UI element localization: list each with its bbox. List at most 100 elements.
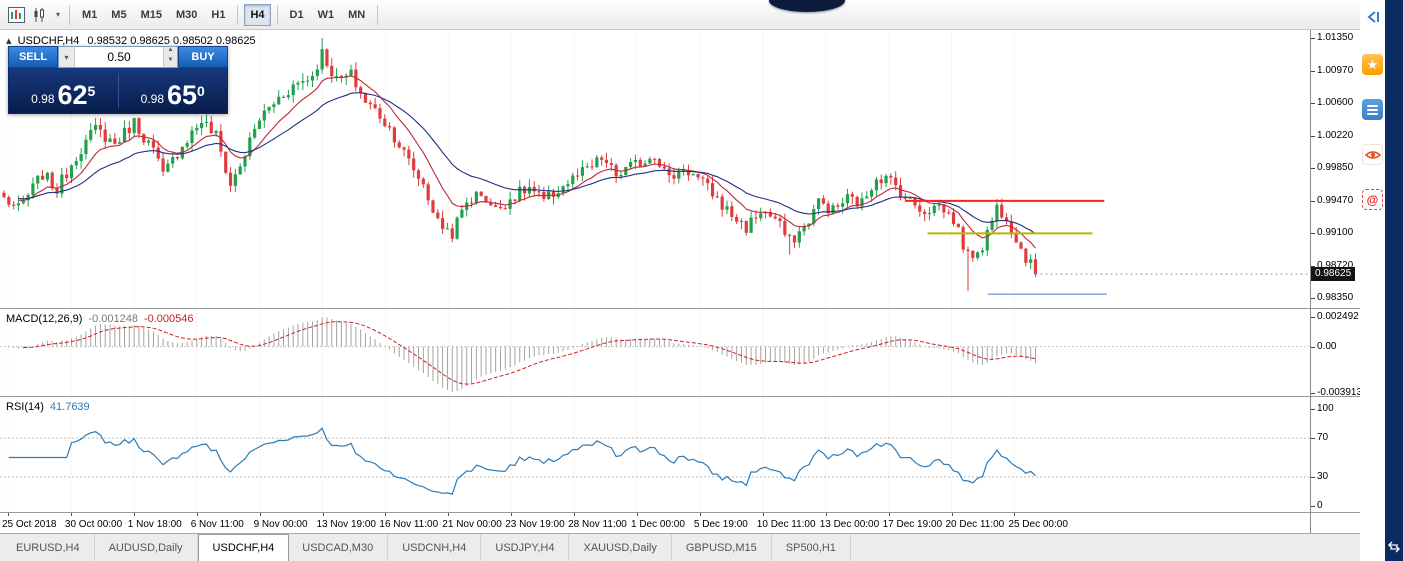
toolbar-separator bbox=[276, 4, 278, 25]
time-tick bbox=[448, 513, 450, 516]
time-tick bbox=[637, 513, 638, 516]
chart-type-dropdown-caret-icon[interactable]: ▾ bbox=[55, 10, 60, 19]
time-tick bbox=[511, 513, 513, 516]
reader-eye-icon[interactable] bbox=[1362, 144, 1383, 165]
scale-tick bbox=[1310, 70, 1315, 72]
favorites-star-icon[interactable]: ★ bbox=[1362, 54, 1383, 75]
scale-label: 0.99850 bbox=[1317, 162, 1354, 173]
time-label: 20 Dec 11:00 bbox=[945, 519, 1005, 530]
scale-tick bbox=[1310, 476, 1315, 478]
time-label: 5 Dec 19:00 bbox=[693, 519, 748, 530]
rsi-label: RSI(14) 41.7639 bbox=[6, 401, 90, 413]
volume-input[interactable] bbox=[75, 47, 163, 67]
sell-button[interactable]: SELL bbox=[8, 46, 58, 68]
chart-title: ▴ USDCHF,H4 0.98532 0.98625 0.98502 0.98… bbox=[6, 34, 256, 47]
scale-tick bbox=[1310, 317, 1315, 318]
mention-at-icon[interactable]: @ bbox=[1362, 189, 1383, 210]
swap-arrows-icon[interactable] bbox=[1387, 541, 1401, 553]
time-tick bbox=[259, 513, 261, 516]
time-tick bbox=[1014, 513, 1016, 516]
rsi-value: 41.7639 bbox=[49, 401, 90, 413]
sell-price-display[interactable]: 0.98 62 5 bbox=[9, 68, 118, 113]
time-label: 17 Dec 19:00 bbox=[882, 519, 943, 530]
price-chart-panel[interactable]: ▴ USDCHF,H4 0.98532 0.98625 0.98502 0.98… bbox=[0, 30, 1360, 308]
timeframe-button-H4[interactable]: H4 bbox=[244, 3, 271, 26]
toolbar-separator bbox=[377, 4, 379, 25]
notes-list-icon[interactable] bbox=[1362, 99, 1383, 120]
chart-type-icon[interactable] bbox=[29, 4, 51, 26]
scale-tick bbox=[1310, 135, 1315, 137]
chart-tab-USDCHF-H4[interactable]: USDCHF,H4 bbox=[197, 534, 290, 561]
scale-label: 0.99470 bbox=[1317, 194, 1354, 206]
timeframe-button-D1[interactable]: D1 bbox=[289, 8, 304, 21]
scale-tick bbox=[1310, 168, 1315, 169]
timeframe-button-W1[interactable]: W1 bbox=[317, 8, 335, 21]
macd-canvas[interactable] bbox=[0, 309, 1360, 396]
scale-tick bbox=[1310, 298, 1315, 299]
scale-tick bbox=[1310, 200, 1315, 202]
buy-price-sup: 0 bbox=[197, 83, 205, 99]
sell-price-prefix: 0.98 bbox=[31, 92, 55, 106]
chart-window-icon[interactable] bbox=[5, 4, 27, 26]
chart-tab-AUDUSD-Daily[interactable]: AUDUSD,Daily bbox=[95, 534, 198, 561]
price-divider bbox=[117, 73, 119, 108]
time-tick bbox=[70, 513, 72, 516]
rsi-canvas[interactable] bbox=[0, 397, 1360, 512]
chart-tab-GBPUSD-M15[interactable]: GBPUSD,M15 bbox=[672, 534, 772, 561]
price-chart-canvas[interactable] bbox=[0, 30, 1360, 308]
time-tick bbox=[762, 513, 764, 516]
timeframe-button-M30[interactable]: M30 bbox=[175, 8, 198, 21]
time-label: 25 Oct 2018 bbox=[2, 519, 57, 530]
scale-tick bbox=[1310, 438, 1315, 440]
time-label: 25 Dec 00:00 bbox=[1008, 519, 1068, 530]
timeframe-button-MN[interactable]: MN bbox=[348, 8, 366, 21]
macd-indicator-panel[interactable]: MACD(12,26,9) -0.001248 -0.000546 0.002492… bbox=[0, 308, 1360, 396]
scale-tick bbox=[1310, 409, 1315, 410]
scale-tick bbox=[1310, 103, 1315, 104]
chart-tab-USDJPY-H4[interactable]: USDJPY,H4 bbox=[481, 534, 570, 561]
time-tick bbox=[574, 513, 576, 516]
price-scale-separator[interactable] bbox=[1310, 30, 1311, 533]
time-tick bbox=[8, 513, 9, 516]
time-label: 16 Nov 11:00 bbox=[379, 519, 439, 530]
macd-signal-value: -0.000546 bbox=[143, 313, 194, 325]
chart-ohlc-values: 0.98532 0.98625 0.98502 0.98625 bbox=[87, 35, 256, 47]
timeframe-button-M1[interactable]: M1 bbox=[82, 8, 98, 21]
collapse-sidebar-icon[interactable] bbox=[1362, 6, 1383, 27]
buy-button[interactable]: BUY bbox=[178, 46, 228, 68]
macd-label: MACD(12,26,9) -0.001248 -0.000546 bbox=[6, 313, 194, 325]
time-tick bbox=[951, 513, 953, 516]
chart-tab-XAUUSD-Daily[interactable]: XAUUSD,Daily bbox=[569, 534, 672, 561]
chart-tab-SP500-H1[interactable]: SP500,H1 bbox=[772, 534, 851, 561]
one-click-collapse-icon[interactable]: ▴ bbox=[6, 35, 12, 47]
scale-label: 0.98350 bbox=[1317, 292, 1354, 303]
time-tick bbox=[322, 513, 324, 516]
timeframe-button-M15[interactable]: M15 bbox=[140, 8, 162, 21]
scale-label: 0 bbox=[1317, 500, 1323, 511]
buy-price-prefix: 0.98 bbox=[140, 92, 164, 106]
toolbar: ▾ M1 M5 M15 M30 H1 H4 D1 W1 MN bbox=[0, 0, 1360, 30]
time-label: 21 Nov 00:00 bbox=[442, 519, 502, 530]
camera-notch bbox=[769, 0, 845, 12]
sell-price-sup: 5 bbox=[87, 83, 96, 99]
right-dock-strip bbox=[1385, 0, 1403, 561]
time-label: 9 Nov 00:00 bbox=[253, 519, 308, 530]
time-label: 1 Dec 00:00 bbox=[631, 519, 685, 530]
rsi-indicator-panel[interactable]: RSI(14) 41.7639 100 70 30 0 bbox=[0, 396, 1360, 512]
timeframe-button-H1[interactable]: H1 bbox=[211, 8, 226, 21]
side-icon-column: ★ @ bbox=[1360, 0, 1385, 561]
scale-label: 0.002492 bbox=[1317, 311, 1359, 322]
scale-label: 1.00600 bbox=[1317, 97, 1354, 108]
timeframe-button-M5[interactable]: M5 bbox=[111, 8, 127, 21]
time-label: 13 Nov 19:00 bbox=[316, 519, 377, 530]
time-axis[interactable]: 25 Oct 2018 30 Oct 00:00 1 Nov 18:00 6 Nov … bbox=[0, 512, 1360, 533]
chart-tab-bar: EURUSD,H4 AUDUSD,Daily USDCHF,H4 USDCAD,M30… bbox=[0, 533, 1360, 561]
chart-tab-USDCNH-H4[interactable]: USDCNH,H4 bbox=[388, 534, 482, 561]
scale-label: 0.00 bbox=[1317, 340, 1337, 352]
volume-spinner[interactable]: ▲ ▼ bbox=[163, 47, 177, 67]
timeframe-button-group: M1 M5 M15 M30 H1 H4 D1 W1 MN bbox=[75, 3, 383, 26]
volume-dropdown-caret-icon[interactable]: ▾ bbox=[59, 47, 75, 67]
chart-tab-EURUSD-H4[interactable]: EURUSD,H4 bbox=[2, 534, 95, 561]
buy-price-display[interactable]: 0.98 65 0 bbox=[119, 68, 228, 113]
chart-tab-USDCAD-M30[interactable]: USDCAD,M30 bbox=[288, 534, 389, 561]
